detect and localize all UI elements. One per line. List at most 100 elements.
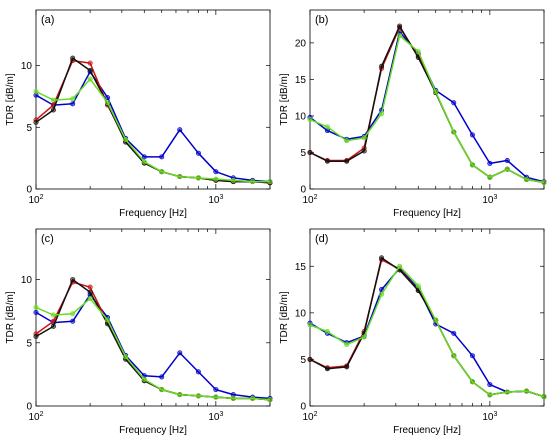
axes-frame — [35, 228, 271, 407]
data-point — [415, 283, 421, 289]
data-point — [50, 97, 56, 103]
data-point — [307, 322, 313, 328]
data-point — [250, 179, 256, 185]
data-point — [324, 158, 330, 164]
series-line — [309, 265, 545, 398]
data-point — [195, 369, 201, 375]
data-point — [105, 95, 111, 101]
data-point — [87, 289, 93, 295]
axes-frame — [309, 228, 545, 407]
data-point — [213, 169, 219, 175]
panel-label: (c) — [41, 233, 54, 245]
data-point — [524, 388, 530, 394]
data-point — [105, 100, 111, 106]
data-point — [379, 63, 385, 69]
data-point — [487, 382, 493, 388]
x-tick-label: 102 — [28, 411, 43, 423]
x-axis-label: Frequency [Hz] — [393, 425, 461, 436]
data-point — [361, 148, 367, 154]
data-point — [141, 376, 147, 382]
data-point — [344, 342, 350, 348]
panel-2: 0 5 10 15 20 102 103 Frequency [Hz] TDR [dB/m] (b… — [279, 9, 547, 219]
data-point — [487, 160, 493, 166]
data-point — [379, 291, 385, 297]
data-point — [541, 179, 547, 185]
x-tick-label: 103 — [482, 194, 497, 206]
x-axis-label: Frequency [Hz] — [119, 425, 187, 436]
data-point — [33, 304, 39, 310]
panel-4: 0 5 10 15 102 103 Frequency [Hz] TDR [dB/m] (d) — [279, 228, 547, 436]
data-point — [397, 33, 403, 39]
data-point — [177, 127, 183, 133]
y-tick-label: 0 — [26, 402, 32, 413]
y-tick-label: 10 — [21, 275, 33, 286]
data-point — [469, 132, 475, 138]
panel-1: 0 5 10 102 103 Frequency [Hz] TDR [dB/m] (a) — [5, 9, 273, 219]
panel-label: (b) — [315, 14, 328, 26]
x-tick-label: 102 — [28, 194, 43, 206]
data-point — [433, 89, 439, 95]
panel-3: 0 5 10 102 103 Frequency [Hz] TDR [dB/m] (c) — [5, 228, 273, 436]
data-point — [344, 158, 350, 164]
y-axis-label: TDR [dB/m] — [5, 291, 16, 343]
data-point — [141, 159, 147, 165]
x-tick-label: 103 — [208, 194, 223, 206]
data-point — [50, 107, 56, 113]
data-point — [177, 350, 183, 356]
x-tick-label: 102 — [302, 411, 317, 423]
y-tick-label: 10 — [21, 61, 33, 72]
data-point — [267, 179, 273, 185]
data-point — [70, 55, 76, 61]
series-line — [35, 293, 271, 400]
data-point — [307, 149, 313, 155]
data-point — [307, 117, 313, 123]
panel-label: (d) — [315, 233, 328, 245]
data-point — [379, 111, 385, 117]
data-point — [70, 318, 76, 324]
data-point — [469, 353, 475, 359]
data-point — [33, 333, 39, 339]
data-point — [344, 138, 350, 144]
data-point — [70, 277, 76, 283]
data-point — [267, 397, 273, 403]
y-tick-label: 15 — [295, 262, 307, 273]
data-point — [397, 23, 403, 29]
data-point — [361, 135, 367, 141]
y-tick-label: 5 — [300, 355, 306, 366]
y-tick-label: 15 — [295, 75, 307, 86]
data-point — [541, 394, 547, 400]
data-point — [87, 284, 93, 290]
y-tick-label: 0 — [300, 185, 306, 196]
series-4 — [33, 76, 273, 185]
x-axis-label: Frequency [Hz] — [393, 208, 461, 219]
data-point — [50, 323, 56, 329]
data-point — [159, 169, 165, 175]
data-point — [451, 129, 457, 135]
data-point — [105, 317, 111, 323]
y-tick-label: 5 — [300, 148, 306, 159]
data-point — [250, 395, 256, 401]
data-point — [70, 311, 76, 317]
series-4 — [307, 33, 547, 185]
data-point — [433, 317, 439, 323]
data-point — [33, 88, 39, 94]
data-point — [451, 330, 457, 336]
data-point — [177, 392, 183, 398]
y-tick-label: 5 — [26, 123, 32, 134]
data-point — [324, 366, 330, 372]
y-tick-label: 0 — [26, 185, 32, 196]
data-point — [195, 175, 201, 181]
data-point — [123, 354, 129, 360]
data-point — [451, 353, 457, 359]
data-point — [195, 393, 201, 399]
y-tick-label: 20 — [295, 38, 307, 49]
data-point — [33, 119, 39, 125]
data-point — [213, 176, 219, 182]
data-point — [87, 60, 93, 66]
x-tick-label: 103 — [208, 411, 223, 423]
y-axis-label: TDR [dB/m] — [5, 73, 16, 125]
series-line — [309, 34, 545, 184]
data-point — [87, 296, 93, 302]
x-tick-label: 102 — [302, 194, 317, 206]
